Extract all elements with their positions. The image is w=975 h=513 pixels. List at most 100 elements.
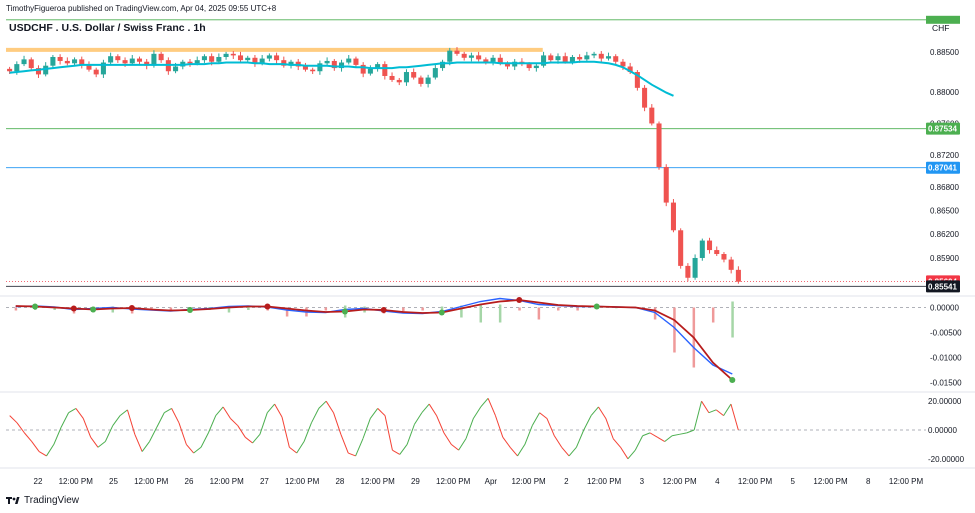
macd-histogram-bar	[557, 307, 560, 311]
oscillator-segment	[406, 424, 415, 445]
price-axis: 0.885000.880000.876000.872000.868000.865…	[926, 15, 965, 464]
candle-body	[136, 58, 143, 62]
time-tick-label: 25	[109, 477, 118, 486]
candle-body	[678, 230, 684, 266]
oscillator-segment	[590, 406, 599, 416]
candle-body	[497, 57, 503, 64]
candle-body	[7, 68, 13, 72]
oscillator-segment	[318, 400, 327, 409]
macd-cross-dot	[264, 303, 271, 310]
candle-body	[108, 56, 114, 63]
time-tick-label: 2	[564, 477, 569, 486]
candle-body	[209, 56, 215, 62]
oscillator-segment	[450, 444, 459, 451]
candle-body	[548, 55, 554, 61]
time-tick-label: 26	[185, 477, 194, 486]
time-tick-label: 3	[640, 477, 645, 486]
oscillator-segment	[502, 436, 511, 448]
candle-body	[569, 56, 575, 62]
price-tick-label: 0.88500	[930, 48, 959, 57]
time-tick-label: 12:00 PM	[511, 477, 546, 486]
price-tag-label: 0.87041	[928, 164, 957, 173]
candle-body	[411, 72, 417, 78]
oscillator-segment	[97, 441, 106, 448]
macd-cross-dot	[438, 309, 445, 316]
oscillator-segment	[348, 452, 356, 457]
candle-body	[490, 57, 496, 62]
time-tick-label: 12:00 PM	[59, 477, 94, 486]
time-axis: 22 12:00 PM 25 12:00 PM 26 12:00 PM 27 12:00 PM…	[34, 477, 924, 486]
macd-histogram-bar	[53, 307, 56, 310]
candle-body	[281, 60, 287, 66]
candle-body	[418, 77, 424, 84]
price-tag-top-green	[926, 15, 960, 24]
oscillator-segment	[524, 425, 533, 445]
oscillator-segment	[627, 449, 636, 460]
tradingview-logo[interactable]: TradingView	[6, 495, 79, 506]
oscillator-segment	[171, 408, 180, 424]
oscillator-segment	[509, 446, 518, 457]
candle-body	[656, 123, 662, 167]
oscillator-segment	[90, 436, 99, 448]
oscillator-segment	[178, 422, 187, 445]
oscillator-segment	[369, 408, 379, 419]
oscillator-tick-label: 0.00000	[928, 426, 957, 435]
candle-body	[173, 66, 179, 72]
oscillator-segment	[480, 397, 489, 408]
time-tick-label: 4	[715, 477, 720, 486]
candle-body	[64, 60, 70, 64]
candle-body	[692, 257, 698, 278]
candle-body	[144, 61, 150, 66]
candle-body	[483, 59, 489, 62]
macd-histogram-bar	[402, 307, 405, 314]
candle-body	[158, 53, 164, 61]
publisher-credit: TimothyFigueroa published on TradingView…	[6, 4, 277, 13]
oscillator-segment	[605, 418, 614, 439]
candle-body	[555, 56, 561, 61]
candle-body	[339, 62, 345, 69]
oscillator-segment	[362, 418, 371, 439]
candle-body	[100, 62, 106, 75]
oscillator-segment	[141, 441, 150, 452]
time-tick-label: 22	[34, 477, 43, 486]
time-tick-label: 12:00 PM	[662, 477, 697, 486]
oscillator-segment	[200, 432, 209, 448]
oscillator-segment	[701, 400, 710, 413]
candle-body	[72, 59, 78, 64]
oscillator-segment	[266, 403, 276, 414]
oscillator-segment	[24, 432, 33, 442]
oscillator-segment	[657, 436, 665, 442]
macd-histogram-bar	[673, 307, 676, 353]
time-tick-label: 12:00 PM	[361, 477, 396, 486]
time-tick-label: 29	[411, 477, 420, 486]
macd-histogram-bar	[576, 307, 579, 311]
macd-histogram-bar	[285, 307, 289, 317]
moving-average-line	[9, 60, 674, 97]
oscillator-segment	[185, 444, 195, 454]
candle-body	[699, 240, 705, 258]
macd-histogram-bar	[440, 306, 444, 313]
candle-body	[605, 56, 612, 59]
oscillator-segment	[9, 415, 18, 424]
macd-cross-dot	[380, 307, 387, 313]
oscillator-segment	[686, 429, 695, 434]
oscillator-segment	[612, 438, 621, 448]
candle-body	[86, 64, 92, 70]
candle-body	[613, 56, 619, 62]
oscillator-segment	[679, 432, 687, 435]
oscillator-segment	[642, 432, 651, 437]
candle-body	[302, 66, 308, 70]
oscillator-segment	[472, 406, 482, 419]
candle-body	[43, 65, 49, 75]
time-tick-label: 12:00 PM	[587, 477, 622, 486]
oscillator-segment	[134, 434, 143, 452]
candle-body	[324, 60, 330, 64]
candle-body	[642, 87, 648, 108]
oscillator-segment	[539, 412, 548, 419]
signal-line	[15, 299, 733, 381]
macd-histogram-bar	[731, 301, 734, 338]
price-tag-black	[926, 280, 960, 293]
oscillator-segment	[222, 406, 231, 419]
time-tick-label: 12:00 PM	[210, 477, 245, 486]
